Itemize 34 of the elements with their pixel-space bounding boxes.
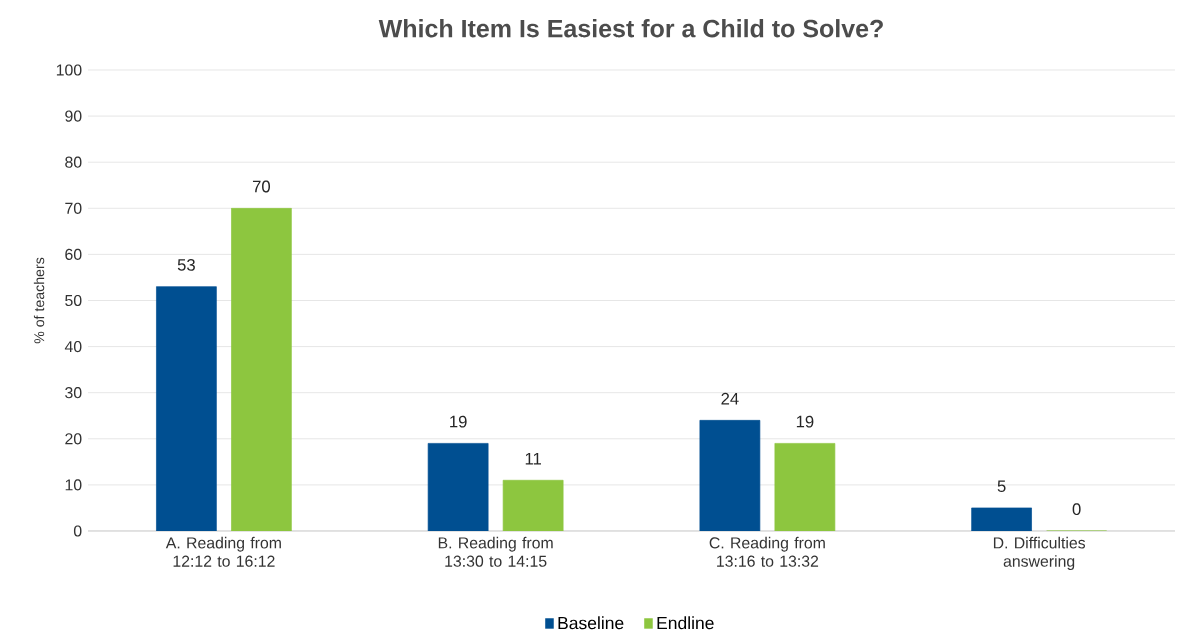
- legend-label: Baseline: [558, 616, 624, 630]
- x-tick-label: A. Reading from 12:12 to 16:12: [165, 536, 281, 567]
- y-tick-label: 30: [65, 387, 82, 399]
- bar: [502, 479, 564, 531]
- bar: [971, 507, 1032, 531]
- bar: [231, 207, 292, 531]
- y-axis-title: % of teachers: [33, 257, 45, 344]
- x-tick-label: C. Reading from 13:16 to 13:32: [709, 536, 825, 567]
- data-label: 5: [997, 480, 1006, 493]
- y-tick-label: 100: [56, 64, 82, 76]
- data-label: 11: [525, 452, 541, 465]
- bar: [427, 443, 489, 531]
- y-tick-label: 40: [64, 340, 82, 353]
- bar: [699, 420, 761, 531]
- data-label: 53: [177, 258, 195, 271]
- y-tick-label: 70: [65, 202, 82, 214]
- data-label: 24: [721, 392, 739, 405]
- y-tick-label: 80: [65, 156, 82, 168]
- y-tick-label: 20: [65, 433, 82, 445]
- data-label: 19: [450, 415, 467, 428]
- chart-title: Which Item Is Easiest for a Child to Solve?: [378, 19, 883, 38]
- legend-label: Endline: [657, 616, 714, 630]
- data-label: 70: [252, 180, 271, 193]
- y-tick-label: 0: [73, 525, 82, 537]
- x-tick-label: D. Difficulties answering: [993, 536, 1086, 570]
- x-tick-label: B. Reading from 13:30 to 14:15: [438, 536, 553, 567]
- y-tick-label: 60: [65, 248, 82, 260]
- data-label: 19: [796, 415, 814, 428]
- y-tick-label: 10: [65, 479, 82, 491]
- y-tick-label: 50: [65, 294, 82, 307]
- bar: [774, 443, 836, 531]
- y-tick-label: 90: [65, 110, 82, 122]
- bar: [156, 286, 217, 531]
- data-label: 0: [1072, 503, 1081, 516]
